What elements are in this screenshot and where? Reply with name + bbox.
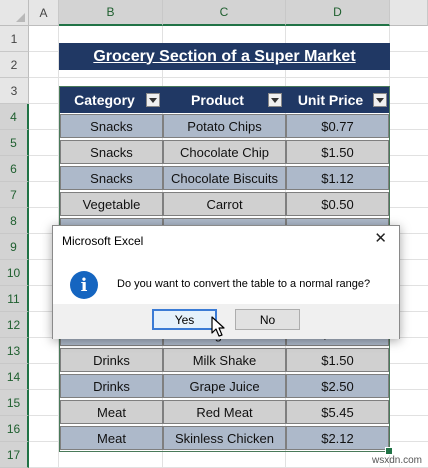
row-header-7[interactable]: 7 bbox=[0, 182, 29, 208]
category-cell[interactable]: Meat bbox=[60, 426, 163, 450]
row-header-10[interactable]: 10 bbox=[0, 260, 29, 286]
header-category-label: Category bbox=[74, 92, 135, 108]
product-cell[interactable]: Carrot bbox=[163, 192, 286, 216]
dialog-title: Microsoft Excel bbox=[62, 234, 144, 248]
product-cell[interactable]: Chocolate Biscuits bbox=[163, 166, 286, 190]
category-cell[interactable]: Drinks bbox=[60, 374, 163, 398]
column-header-c[interactable]: C bbox=[163, 0, 286, 26]
column-header-a[interactable]: A bbox=[29, 0, 59, 26]
watermark: wsxdn.com bbox=[372, 455, 423, 466]
row-header-8[interactable]: 8 bbox=[0, 208, 29, 234]
category-cell[interactable]: Vegetable bbox=[60, 192, 163, 216]
price-cell[interactable]: $2.50 bbox=[286, 374, 389, 398]
row-header-16[interactable]: 16 bbox=[0, 416, 29, 442]
price-cell[interactable]: $2.12 bbox=[286, 426, 389, 450]
dialog-message: Do you want to convert the table to a no… bbox=[117, 278, 371, 290]
product-cell[interactable]: Red Meat bbox=[163, 400, 286, 424]
category-cell[interactable]: Snacks bbox=[60, 140, 163, 164]
product-cell[interactable]: Grape Juice bbox=[163, 374, 286, 398]
column-header-d[interactable]: D bbox=[286, 0, 390, 26]
fill-handle[interactable] bbox=[385, 447, 393, 455]
column-header-b[interactable]: B bbox=[59, 0, 163, 26]
row-header-12[interactable]: 12 bbox=[0, 312, 29, 338]
no-button[interactable]: No bbox=[235, 309, 300, 330]
filter-dropdown-icon[interactable] bbox=[268, 93, 282, 107]
dialog-body: i Do you want to convert the table to a … bbox=[53, 256, 399, 304]
row-header-6[interactable]: 6 bbox=[0, 156, 29, 182]
select-all-corner[interactable] bbox=[0, 0, 29, 26]
row-header-11[interactable]: 11 bbox=[0, 286, 29, 312]
category-cell[interactable]: Drinks bbox=[60, 348, 163, 372]
row-header-1[interactable]: 1 bbox=[0, 26, 29, 52]
price-cell[interactable]: $5.45 bbox=[286, 400, 389, 424]
category-cell[interactable]: Snacks bbox=[60, 166, 163, 190]
price-cell[interactable]: $1.50 bbox=[286, 140, 389, 164]
column-header-next[interactable] bbox=[390, 0, 428, 26]
header-unit-price-label: Unit Price bbox=[297, 92, 364, 108]
row-header-3[interactable]: 3 bbox=[0, 78, 29, 104]
product-cell[interactable]: Potato Chips bbox=[163, 114, 286, 138]
mouse-cursor-icon bbox=[211, 316, 225, 337]
yes-button[interactable]: Yes bbox=[152, 309, 217, 330]
row-header-14[interactable]: 14 bbox=[0, 364, 29, 390]
row-header-2[interactable]: 2 bbox=[0, 52, 29, 78]
price-cell[interactable]: $0.50 bbox=[286, 192, 389, 216]
product-cell[interactable]: Chocolate Chip bbox=[163, 140, 286, 164]
header-product-label: Product bbox=[191, 92, 244, 108]
row-header-13[interactable]: 13 bbox=[0, 338, 29, 364]
gridline bbox=[29, 77, 428, 78]
price-cell[interactable]: $0.77 bbox=[286, 114, 389, 138]
price-cell[interactable]: $1.50 bbox=[286, 348, 389, 372]
category-cell[interactable]: Snacks bbox=[60, 114, 163, 138]
dialog-footer: Yes No bbox=[53, 304, 399, 339]
header-category[interactable]: Category bbox=[60, 87, 163, 113]
info-icon: i bbox=[70, 271, 98, 299]
category-cell[interactable]: Meat bbox=[60, 400, 163, 424]
row-header-17[interactable]: 17 bbox=[0, 442, 29, 468]
close-icon[interactable]: ✕ bbox=[374, 230, 387, 247]
row-header-5[interactable]: 5 bbox=[0, 130, 29, 156]
convert-range-dialog: Microsoft Excel ✕ i Do you want to conve… bbox=[52, 225, 400, 339]
header-product[interactable]: Product bbox=[163, 87, 286, 113]
product-cell[interactable]: Milk Shake bbox=[163, 348, 286, 372]
header-unit-price[interactable]: Unit Price bbox=[286, 87, 389, 113]
filter-dropdown-icon[interactable] bbox=[373, 93, 387, 107]
sheet-title[interactable]: Grocery Section of a Super Market bbox=[59, 43, 390, 70]
row-header-15[interactable]: 15 bbox=[0, 390, 29, 416]
filter-dropdown-icon[interactable] bbox=[146, 93, 160, 107]
row-header-4[interactable]: 4 bbox=[0, 104, 29, 130]
row-header-9[interactable]: 9 bbox=[0, 234, 29, 260]
product-cell[interactable]: Skinless Chicken bbox=[163, 426, 286, 450]
price-cell[interactable]: $1.12 bbox=[286, 166, 389, 190]
